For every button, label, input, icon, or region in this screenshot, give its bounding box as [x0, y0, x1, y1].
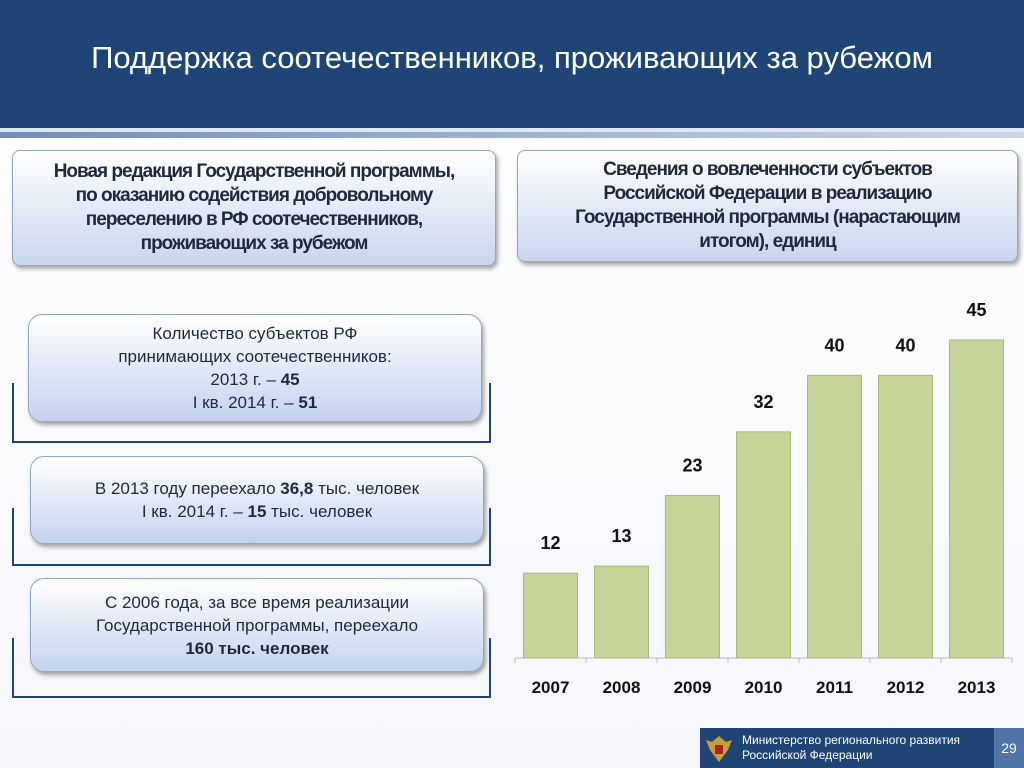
- text-line: С 2006 года, за все время реализации: [31, 591, 483, 614]
- bar: [665, 494, 720, 659]
- text-segment: 36,8: [280, 479, 314, 498]
- text-line: 2013 г. – 45: [29, 368, 481, 391]
- heading-line: переселению в РФ соотечественников,: [85, 209, 423, 230]
- text-segment: принимающих соотечественников:: [118, 347, 392, 366]
- text-line: Количество субъектов РФ: [29, 322, 481, 345]
- title: Поддержка соотечественников, проживающих…: [91, 40, 933, 75]
- x-tick-label: 2008: [603, 678, 641, 697]
- frame: [12, 638, 491, 698]
- bar: [523, 572, 578, 659]
- value-label: 12: [540, 533, 560, 553]
- emblem: [706, 736, 732, 762]
- text-line: принимающих соотечественников:: [29, 345, 481, 368]
- x-tick-label: 2011: [816, 678, 853, 697]
- heading-line: Сведения о вовлеченности субъектов: [603, 159, 933, 180]
- bar: [949, 339, 1004, 659]
- text-segment: 160 тыс. человек: [185, 638, 329, 658]
- text-line: I кв. 2014 г. – 51: [29, 391, 481, 414]
- info-box: С 2006 года, за все время реализации Госу…: [30, 578, 484, 672]
- value-label: 23: [682, 455, 702, 475]
- text-segment: С 2006 года, за все время реализации: [104, 592, 410, 612]
- value-label: 45: [966, 300, 986, 320]
- bar: [736, 431, 791, 659]
- frame: [12, 383, 491, 443]
- x-tick-label: 2012: [887, 678, 925, 697]
- left-heading: Новая редакция Государственной программы…: [12, 150, 496, 266]
- heading-line: по оказанию содействия добровольному: [75, 185, 434, 206]
- text-line: 160 тыс. человек: [31, 637, 483, 660]
- footer: Министерство регионального развития Росс…: [700, 728, 1024, 768]
- text-segment: 2013 г. –: [210, 370, 281, 389]
- text-segment: 51: [298, 393, 318, 412]
- value-label: 32: [753, 392, 773, 412]
- text-segment: I кв. 2014 г. –: [192, 393, 299, 412]
- info-box: В 2013 году переехало 36,8 тыс. человек I…: [30, 456, 484, 544]
- page-number: 29: [994, 728, 1024, 768]
- bar: [594, 565, 649, 659]
- text-segment: тыс. человек: [313, 479, 420, 498]
- heading-line: итогом), единиц: [699, 231, 836, 252]
- bar: [878, 374, 933, 659]
- ministry: Российской Федерации: [742, 748, 873, 762]
- x-tick-label: 2013: [958, 678, 996, 697]
- info-box: Количество субъектов РФ принимающих сооте…: [28, 314, 482, 422]
- chart: 12 2007 13 2008 23 2009 32 2010 40 2011 40 2012 45 20…: [514, 300, 1013, 697]
- x-tick-label: 2009: [674, 678, 712, 697]
- text-segment: 45: [280, 370, 300, 389]
- heading-line: Российской Федерации в реализацию: [603, 183, 932, 204]
- text-segment: В 2013 году переехало: [94, 479, 281, 498]
- band: [0, 132, 1024, 138]
- text-segment: Государственной программы, переехало: [95, 615, 419, 635]
- heading-line: проживающих за рубежом: [140, 233, 369, 254]
- heading-line: Новая редакция Государственной программы…: [53, 161, 456, 182]
- text-segment: Количество субъектов РФ: [152, 324, 358, 343]
- text-segment: тыс. человек: [266, 502, 373, 521]
- x-tick-label: 2010: [745, 678, 783, 697]
- text-segment: 15: [247, 502, 267, 521]
- frame: [12, 508, 491, 566]
- x-tick-label: 2007: [532, 678, 570, 697]
- value-label: 40: [895, 335, 915, 355]
- text-segment: I кв. 2014 г. –: [141, 502, 248, 521]
- value-label: 40: [824, 335, 844, 355]
- value-label: 13: [611, 526, 631, 546]
- text-line: В 2013 году переехало 36,8 тыс. человек: [31, 477, 483, 500]
- text-line: Государственной программы, переехало: [31, 614, 483, 637]
- text-line: I кв. 2014 г. – 15 тыс. человек: [31, 500, 483, 523]
- ministry: Министерство регионального развития: [742, 733, 961, 747]
- right-heading: Сведения о вовлеченности субъектов Россий…: [517, 150, 1018, 262]
- header: Поддержка соотечественников, проживающих…: [0, 0, 1024, 132]
- heading-line: Государственной программы (нарастающим: [575, 207, 961, 228]
- bar: [807, 374, 862, 659]
